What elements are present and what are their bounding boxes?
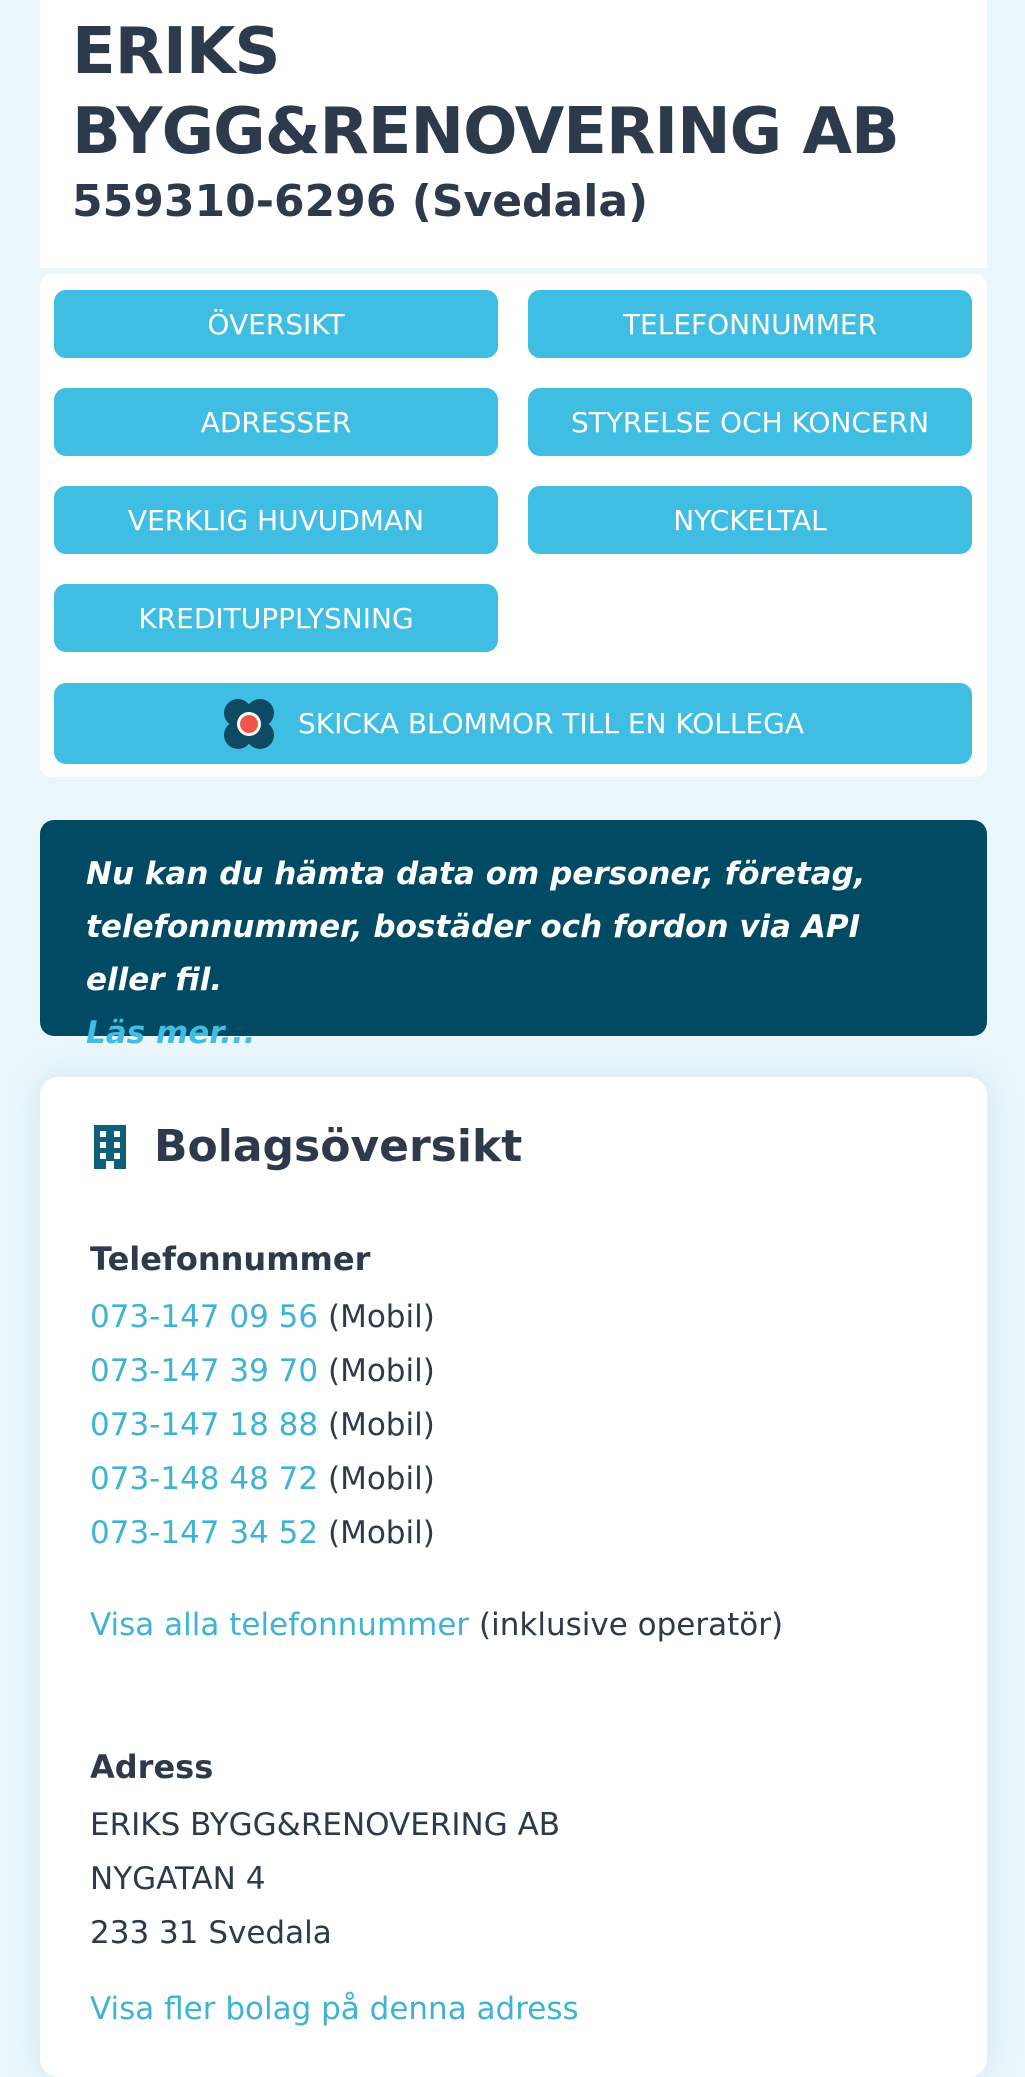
phone-type: (Mobil) <box>328 1407 435 1443</box>
overview-title: Bolagsöversikt <box>154 1121 523 1172</box>
phone-number-link[interactable]: 073-147 09 56 <box>90 1299 319 1335</box>
nav-verklig-huvudman-button[interactable]: VERKLIG HUVUDMAN <box>54 486 498 554</box>
company-name: ERIKS BYGG&RENOVERING AB <box>72 15 900 169</box>
phone-row: 073-147 39 70 (Mobil) <box>90 1344 937 1398</box>
phone-row: 073-147 34 52 (Mobil) <box>90 1506 937 1560</box>
building-icon <box>94 1124 126 1169</box>
nav-styrelse-button[interactable]: STYRELSE OCH KONCERN <box>528 388 972 456</box>
phone-number-link[interactable]: 073-148 48 72 <box>90 1461 319 1497</box>
show-all-phones-link[interactable]: Visa alla telefonnummer <box>90 1607 470 1643</box>
nav-oversikt-button[interactable]: ÖVERSIKT <box>54 290 498 358</box>
banner-text: Nu kan du hämta data om personer, företa… <box>86 856 866 998</box>
phone-number-link[interactable]: 073-147 18 88 <box>90 1407 319 1443</box>
phone-row: 073-147 09 56 (Mobil) <box>90 1290 937 1344</box>
phone-row: 073-147 18 88 (Mobil) <box>90 1398 937 1452</box>
nav-telefonnummer-button[interactable]: TELEFONNUMMER <box>528 290 972 358</box>
flower-icon <box>222 697 276 751</box>
section-nav: ÖVERSIKT TELEFONNUMMER ADRESSER STYRELSE… <box>40 274 987 777</box>
phone-type: (Mobil) <box>328 1515 435 1551</box>
api-banner: Nu kan du hämta data om personer, företa… <box>40 820 987 1051</box>
more-at-address-link[interactable]: Visa fler bolag på denna adress <box>90 1991 579 2027</box>
phone-type: (Mobil) <box>328 1353 435 1389</box>
address-line: NYGATAN 4 <box>90 1861 266 1897</box>
phone-row: 073-148 48 72 (Mobil) <box>90 1452 937 1506</box>
send-flowers-button[interactable]: SKICKA BLOMMOR TILL EN KOLLEGA <box>54 683 972 764</box>
org-number: 559310-6296 (Svedala) <box>72 176 649 227</box>
address-line: 233 31 Svedala <box>90 1915 332 1951</box>
address-line: ERIKS BYGG&RENOVERING AB <box>90 1807 561 1843</box>
phone-type: (Mobil) <box>328 1461 435 1497</box>
read-more-link[interactable]: Läs mer... <box>86 1015 256 1051</box>
nav-nyckeltal-button[interactable]: NYCKELTAL <box>528 486 972 554</box>
company-overview-card: Bolagsöversikt Telefonnummer 073-147 09 … <box>40 1077 987 2077</box>
send-flowers-label: SKICKA BLOMMOR TILL EN KOLLEGA <box>297 707 805 740</box>
nav-kreditupplysning-button[interactable]: KREDITUPPLYSNING <box>54 584 498 652</box>
phone-number-link[interactable]: 073-147 34 52 <box>90 1515 319 1551</box>
phone-type: (Mobil) <box>328 1299 435 1335</box>
phones-label: Telefonnummer <box>90 1240 371 1278</box>
phone-number-link[interactable]: 073-147 39 70 <box>90 1353 319 1389</box>
company-header: ERIKS BYGG&RENOVERING AB 559310-6296 (Sv… <box>40 0 987 268</box>
address-label: Adress <box>90 1748 214 1786</box>
nav-adresser-button[interactable]: ADRESSER <box>54 388 498 456</box>
show-all-suffix: (inklusive operatör) <box>479 1607 784 1643</box>
